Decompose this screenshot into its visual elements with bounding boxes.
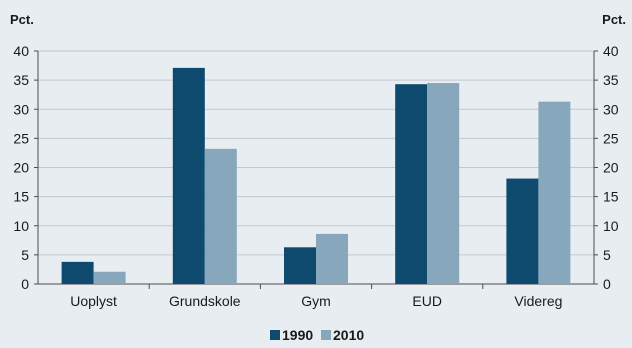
- y-tick-label-left: 10: [13, 218, 29, 234]
- x-tick-label: EUD: [412, 293, 442, 309]
- y-tick-label-right: 10: [603, 218, 619, 234]
- x-tick-label: Videreg: [514, 293, 562, 309]
- y-tick-labels-left: 0 5 10 15 20 25 30 35 40: [13, 43, 29, 292]
- y-tick-label-right: 40: [603, 43, 619, 59]
- y-axis-unit-left: Pct.: [10, 12, 34, 27]
- x-tick-label: Uoplyst: [70, 293, 117, 309]
- y-tick-label-right: 25: [603, 130, 619, 146]
- y-tick-label-left: 30: [13, 101, 29, 117]
- y-tick-label-left: 40: [13, 43, 29, 59]
- legend: 1990 2010: [270, 327, 364, 343]
- legend-swatch-2010: [321, 330, 331, 340]
- x-tick-label: Grundskole: [169, 293, 241, 309]
- legend-swatch-1990: [270, 330, 280, 340]
- bar-2010-grundskole: [204, 148, 237, 284]
- y-tick-label-left: 20: [13, 160, 29, 176]
- y-tick-label-left: 0: [21, 276, 29, 292]
- bar-1990-videreg: [506, 178, 539, 284]
- y-axis-unit-right: Pct.: [602, 12, 626, 27]
- x-tick-labels: Uoplyst Grundskole Gym EUD Videreg: [70, 293, 562, 309]
- bar-2010-eud: [427, 83, 460, 284]
- y-tick-label-left: 25: [13, 130, 29, 146]
- bar-2010-gym: [316, 233, 348, 284]
- y-tick-label-left: 35: [13, 72, 29, 88]
- y-tick-label-left: 15: [13, 189, 29, 205]
- gridlines: [38, 50, 594, 256]
- bar-1990-gym: [284, 247, 316, 284]
- y-tick-label-right: 30: [603, 101, 619, 117]
- bars: [61, 67, 571, 285]
- y-tick-labels-right: 0 5 10 15 20 25 30 35 40: [603, 43, 619, 292]
- bar-1990-uoplyst: [61, 261, 94, 284]
- y-tick-label-right: 0: [603, 276, 611, 292]
- bar-1990-grundskole: [172, 67, 205, 284]
- x-tick-label: Gym: [301, 293, 331, 309]
- legend-label-2010: 2010: [333, 327, 364, 343]
- y-tick-label-left: 5: [21, 247, 29, 263]
- legend-label-1990: 1990: [282, 327, 313, 343]
- bar-2010-videreg: [538, 101, 571, 285]
- bar-1990-eud: [395, 84, 428, 284]
- y-tick-label-right: 15: [603, 189, 619, 205]
- y-tick-label-right: 35: [603, 72, 619, 88]
- y-tick-label-right: 5: [603, 247, 611, 263]
- bar-2010-uoplyst: [93, 271, 126, 284]
- y-tick-label-right: 20: [603, 160, 619, 176]
